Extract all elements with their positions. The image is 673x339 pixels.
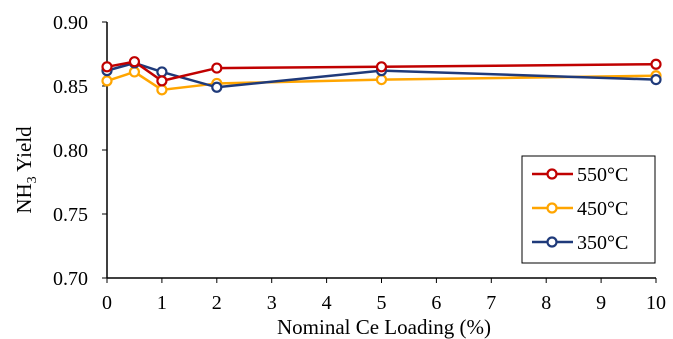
data-point <box>375 73 388 86</box>
ticks: 0 1 2 3 4 5 6 7 8 9 10 0.70 0.75 0.80 0.85 0.90 <box>53 12 666 314</box>
data-point <box>101 61 113 73</box>
y-axis-title-subscript: 3 <box>25 176 40 183</box>
x-tick-label: 1 <box>157 292 167 314</box>
data-point <box>128 66 141 78</box>
series-layer <box>101 56 662 96</box>
legend-swatch-marker <box>546 202 558 214</box>
x-tick-label: 5 <box>377 292 387 314</box>
data-point <box>101 75 113 87</box>
x-tick-label: 9 <box>596 292 606 314</box>
data-point <box>211 81 223 93</box>
x-axis-title: Nominal Ce Loading (%) <box>277 315 491 339</box>
data-point <box>650 58 662 70</box>
data-point <box>211 62 223 74</box>
x-tick-label: 2 <box>212 292 222 314</box>
legend-label: 550°C <box>577 164 628 186</box>
data-point <box>156 84 168 96</box>
data-point <box>156 66 168 78</box>
y-tick-label: 0.75 <box>53 204 88 226</box>
y-axis-title-rest: Yield <box>12 126 36 176</box>
series-550°C <box>101 56 662 87</box>
legend-label: 450°C <box>577 198 628 220</box>
legend-item: 450°C <box>532 198 628 220</box>
x-tick-label: 7 <box>486 292 496 314</box>
legend-swatch-marker <box>546 168 558 180</box>
legend-swatch-marker <box>546 236 558 248</box>
data-point <box>128 56 141 68</box>
x-tick-label: 10 <box>646 292 666 314</box>
x-tick-label: 8 <box>541 292 551 314</box>
legend-label: 350°C <box>577 232 628 254</box>
legend-item: 350°C <box>532 232 628 254</box>
y-tick-label: 0.70 <box>53 268 88 290</box>
y-tick-label: 0.90 <box>53 12 88 34</box>
legend-item: 550°C <box>532 164 628 186</box>
x-tick-label: 0 <box>102 292 112 314</box>
x-tick-label: 4 <box>322 292 332 314</box>
data-point <box>375 61 388 73</box>
y-axis-title-main: NH <box>12 183 36 213</box>
y-axis-title: NH3 Yield <box>12 126 40 214</box>
y-tick-label: 0.80 <box>53 140 88 162</box>
data-point <box>650 73 662 86</box>
data-point <box>156 75 168 87</box>
y-tick-label: 0.85 <box>53 76 88 98</box>
x-tick-label: 3 <box>267 292 277 314</box>
x-tick-label: 6 <box>431 292 441 314</box>
legend: 550°C 450°C 350°C <box>521 155 656 264</box>
